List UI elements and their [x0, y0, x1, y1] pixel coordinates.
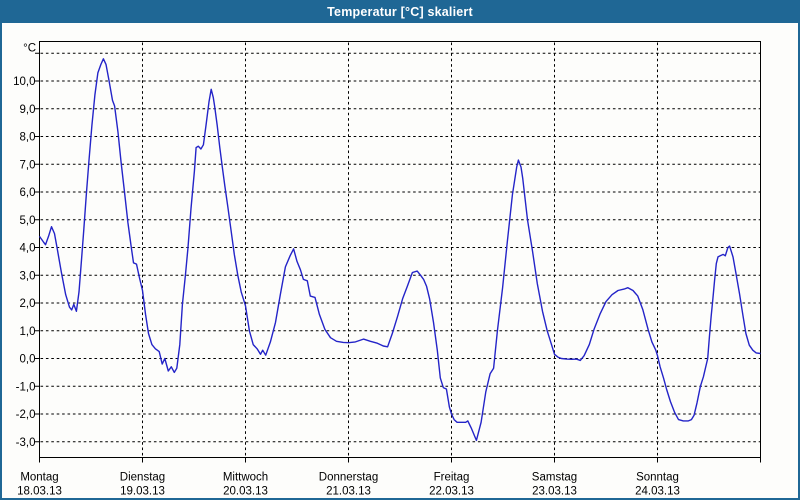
- x-axis-day-label: Donnerstag: [319, 472, 378, 484]
- temperature-line-series: [38, 58, 761, 442]
- y-axis-label: 8,0: [20, 132, 36, 144]
- x-axis-day-label: Samstag: [532, 472, 577, 484]
- y-axis-label: 3,0: [20, 270, 36, 282]
- x-axis-date-label: 18.03.13: [17, 486, 62, 498]
- y-axis-label: -3,0: [16, 437, 36, 449]
- y-axis-label: 6,0: [20, 187, 36, 199]
- x-axis-date-label: 19.03.13: [120, 486, 165, 498]
- x-axis-day-label: Mittwoch: [223, 472, 268, 484]
- x-axis-date-label: 22.03.13: [429, 486, 474, 498]
- x-axis-day-label: Dienstag: [120, 472, 165, 484]
- y-axis-label: 2,0: [20, 298, 36, 310]
- y-axis-label: 9,0: [20, 104, 36, 116]
- y-axis-label: 1,0: [20, 326, 36, 338]
- y-axis-label: 0,0: [20, 354, 36, 366]
- window-titlebar: Temperatur [°C] skaliert: [0, 0, 800, 23]
- x-axis-day-label: Sonntag: [636, 472, 679, 484]
- x-axis-day-label: Montag: [20, 472, 58, 484]
- y-axis-unit-label: °C: [23, 43, 36, 55]
- x-axis-day-label: Freitag: [434, 472, 470, 484]
- window-title: Temperatur [°C] skaliert: [327, 4, 473, 19]
- plot-border: [39, 41, 761, 458]
- y-axis-label: -2,0: [16, 409, 36, 421]
- x-axis-date-label: 21.03.13: [326, 486, 371, 498]
- y-axis-label: 5,0: [20, 215, 36, 227]
- y-axis-label: 4,0: [20, 243, 36, 255]
- x-axis-date-label: 23.03.13: [532, 486, 577, 498]
- x-axis-date-label: 24.03.13: [635, 486, 680, 498]
- y-axis-label: 7,0: [20, 159, 36, 171]
- x-axis-date-label: 20.03.13: [223, 486, 268, 498]
- y-axis-label: 10,0: [13, 76, 35, 88]
- y-axis-label: -1,0: [16, 381, 36, 393]
